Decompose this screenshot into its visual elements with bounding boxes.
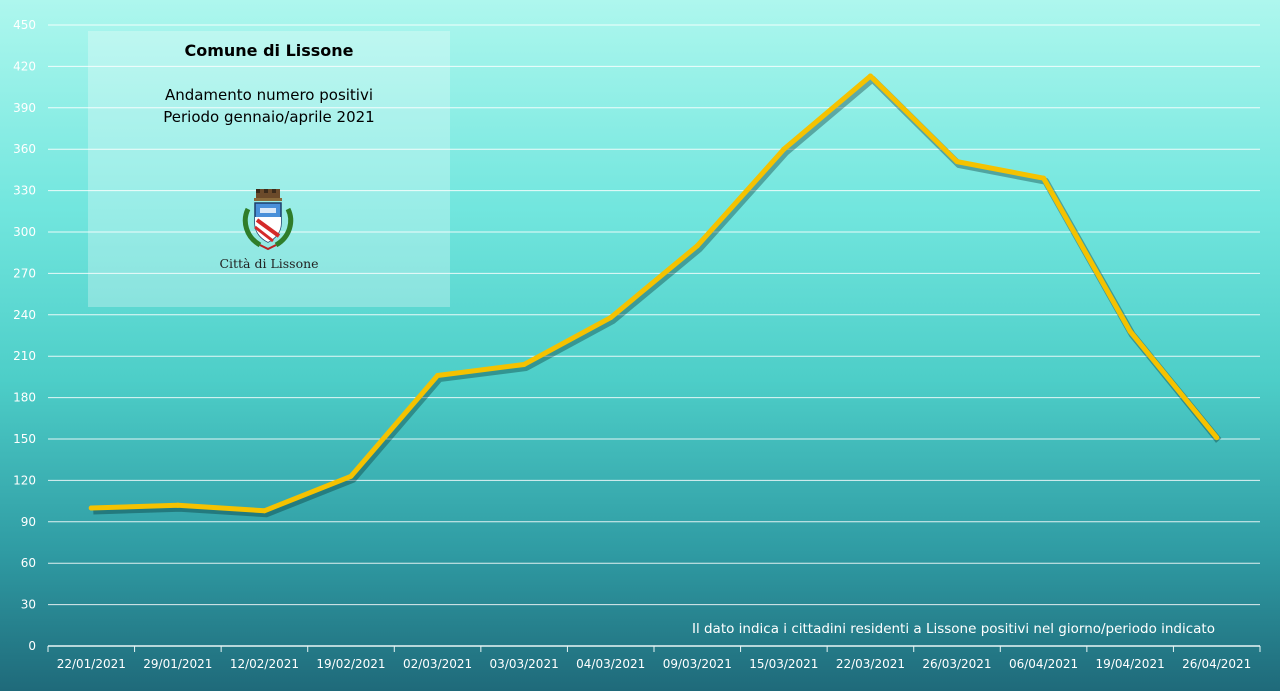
data-point: [175, 502, 181, 508]
data-point: [261, 508, 267, 514]
data-point: [608, 315, 614, 321]
x-tick-label: 29/01/2021: [143, 657, 212, 671]
y-tick-label: 360: [13, 142, 36, 156]
x-tick-label: 26/04/2021: [1182, 657, 1251, 671]
data-point: [1127, 328, 1133, 334]
series-line: [88, 73, 1220, 514]
y-tick-label: 60: [21, 556, 36, 570]
series-positivi: [88, 73, 1222, 518]
x-tick-label: 22/03/2021: [836, 657, 905, 671]
data-point: [694, 243, 700, 249]
y-tick-label: 300: [13, 225, 36, 239]
y-tick-label: 390: [13, 101, 36, 115]
title-box: Comune di Lissone Andamento numero posit…: [88, 31, 450, 307]
x-tick-label: 19/02/2021: [316, 657, 385, 671]
y-tick-label: 150: [13, 432, 36, 446]
y-tick-label: 30: [21, 598, 36, 612]
y-tick-label: 0: [28, 639, 36, 653]
data-point: [435, 373, 441, 379]
x-tick-label: 04/03/2021: [576, 657, 645, 671]
chart-subtitle-line-2: Periodo gennaio/aprile 2021: [163, 108, 375, 126]
data-point: [781, 146, 787, 152]
y-tick-label: 330: [13, 184, 36, 198]
data-point: [867, 73, 873, 79]
x-tick-label: 09/03/2021: [663, 657, 732, 671]
series-line-shadow: [93, 75, 1222, 518]
chart-title: Comune di Lissone: [184, 41, 354, 60]
data-point: [1214, 435, 1220, 441]
y-tick-label: 420: [13, 59, 36, 73]
logo-caption: Città di Lissone: [219, 256, 319, 271]
y-tick-label: 90: [21, 515, 36, 529]
y-tick-label: 180: [13, 391, 36, 405]
x-tick-label: 22/01/2021: [57, 657, 126, 671]
data-point: [1041, 175, 1047, 181]
data-point: [88, 505, 94, 511]
chart-annotation: Il dato indica i cittadini residenti a L…: [692, 621, 1215, 637]
y-tick-label: 450: [13, 18, 36, 32]
x-axis-ticks: 22/01/2021 29/01/2021 12/02/2021 19/02/2021…: [47, 646, 1261, 671]
data-point: [348, 473, 354, 479]
data-point: [521, 361, 527, 367]
x-tick-label: 12/02/2021: [230, 657, 299, 671]
coat-of-arms-icon: [242, 189, 294, 251]
y-axis-ticks: 0 30 60 90 120 150 180 210 240 270 300 330 360 390 420…: [13, 18, 36, 653]
y-tick-label: 240: [13, 308, 36, 322]
x-tick-label: 03/03/2021: [490, 657, 559, 671]
chart-subtitle-line-1: Andamento numero positivi: [164, 86, 374, 104]
data-point: [954, 159, 960, 165]
x-tick-label: 02/03/2021: [403, 657, 472, 671]
x-tick-label: 19/04/2021: [1096, 657, 1165, 671]
x-tick-label: 15/03/2021: [749, 657, 818, 671]
x-tick-label: 06/04/2021: [1009, 657, 1078, 671]
y-tick-label: 120: [13, 473, 36, 487]
y-tick-label: 270: [13, 266, 36, 280]
y-tick-label: 210: [13, 349, 36, 363]
x-tick-label: 26/03/2021: [922, 657, 991, 671]
